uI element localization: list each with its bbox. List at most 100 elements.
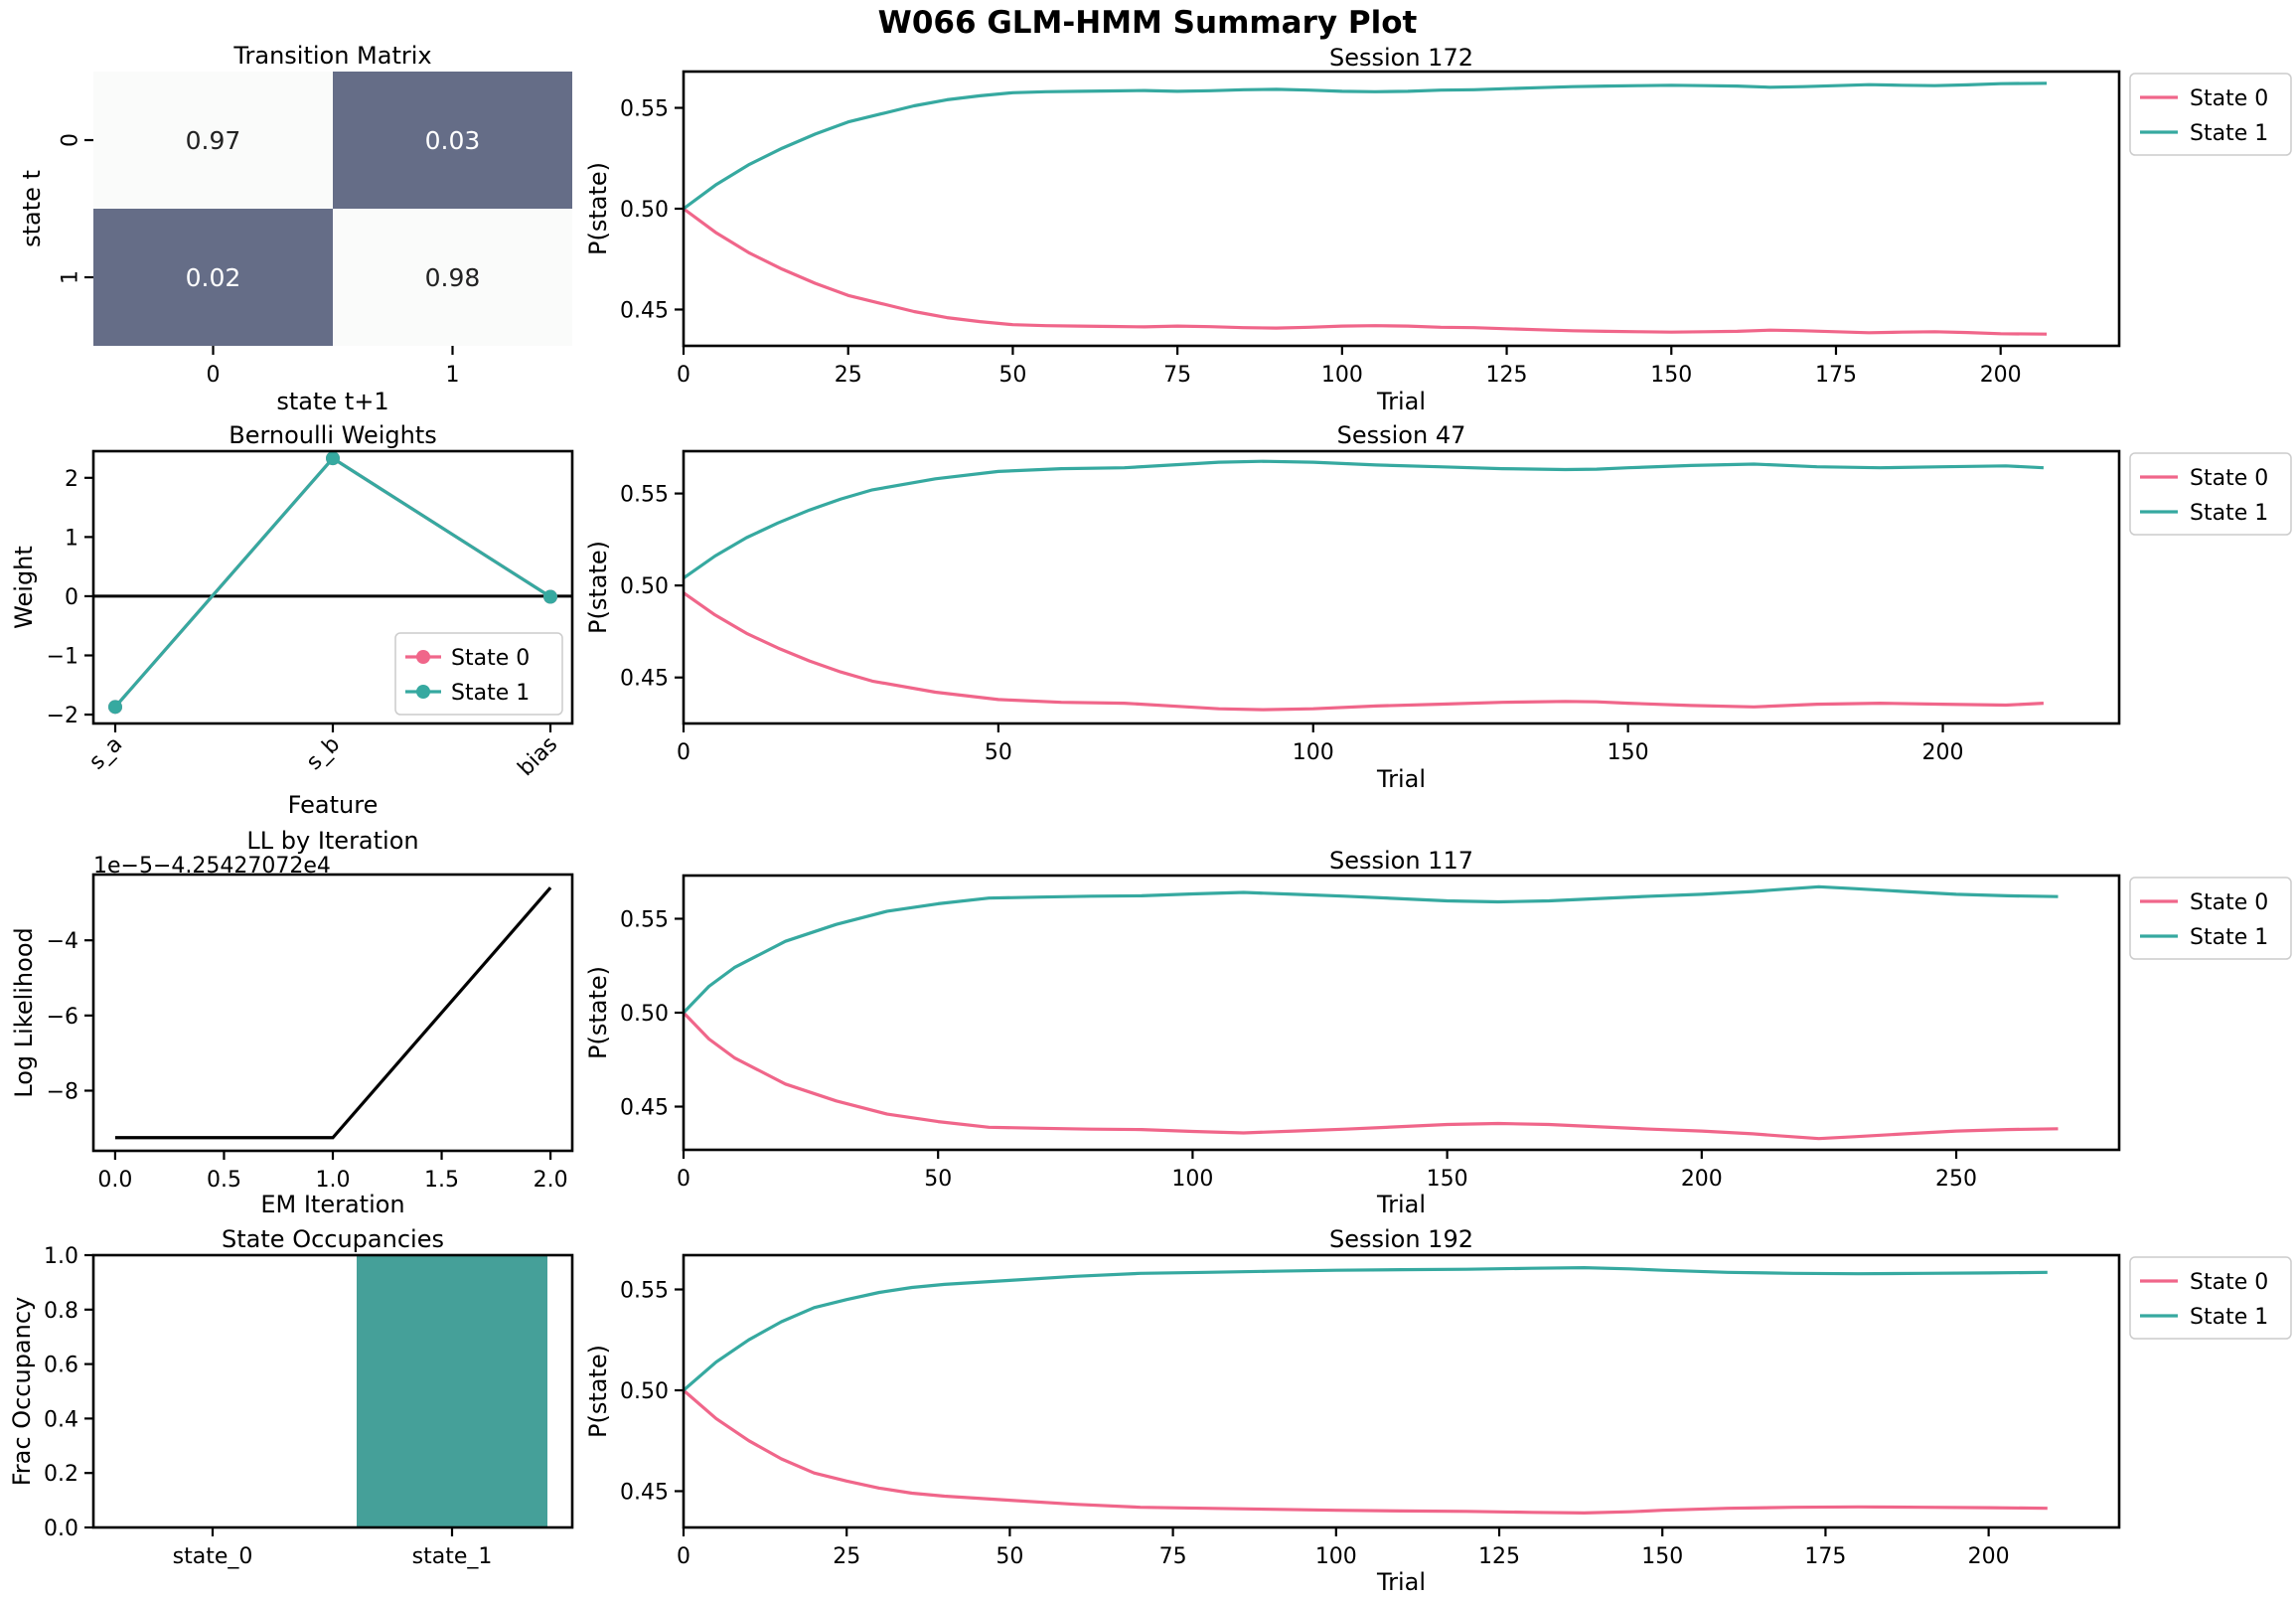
x-tick-label: state_0 bbox=[173, 1544, 253, 1569]
y-axis-label: P(state) bbox=[584, 1345, 612, 1438]
x-tick-label: 150 bbox=[1650, 363, 1692, 388]
x-tick-label: 200 bbox=[1681, 1167, 1723, 1192]
x-tick-label: state_1 bbox=[412, 1544, 493, 1569]
y-tick-label: 0.45 bbox=[620, 1096, 669, 1121]
legend-frame bbox=[2129, 452, 2292, 536]
x-tick-label: bias bbox=[514, 732, 563, 782]
y-tick-label: 0.50 bbox=[620, 574, 669, 599]
weight-point bbox=[326, 451, 340, 466]
x-axis-label: EM Iteration bbox=[260, 1191, 404, 1218]
chart-title: LL by Iteration bbox=[246, 827, 418, 855]
legend-label: State 0 bbox=[2190, 86, 2268, 111]
state-1-line bbox=[683, 459, 2044, 580]
chart-title: Transition Matrix bbox=[232, 42, 431, 70]
axes-frame bbox=[91, 1253, 574, 1529]
y-axis-label: Log Likelihood bbox=[10, 927, 38, 1098]
session-117-chart: 0 50 100 150 200 250 0.45 0.50 0.55 Session 117 Tr… bbox=[584, 847, 2292, 1218]
y-axis-label: Weight bbox=[10, 546, 38, 629]
chart-title: Bernoulli Weights bbox=[229, 421, 437, 449]
y-tick-label: 0.45 bbox=[620, 1480, 669, 1505]
heatmap-cell-value: 0.03 bbox=[425, 126, 481, 155]
y-tick-label: 2 bbox=[65, 467, 78, 492]
weight-point bbox=[543, 589, 557, 604]
x-tick-label: 100 bbox=[1315, 1544, 1357, 1569]
session-172-chart: 0 25 50 75 100 125 150 175 200 0.45 0.50 0.55 Sessio… bbox=[584, 44, 2292, 415]
x-tick-label: 2.0 bbox=[534, 1168, 568, 1193]
heatmap-cell-value: 0.02 bbox=[186, 263, 241, 292]
y-tick-label: −1 bbox=[47, 645, 78, 670]
legend-label: State 0 bbox=[2190, 1270, 2268, 1295]
state-1-line bbox=[682, 884, 2059, 1015]
x-axis-label: Trial bbox=[1376, 388, 1426, 415]
x-tick-label: s_b bbox=[302, 732, 345, 775]
y-tick-label: 0.50 bbox=[620, 198, 669, 223]
state-1-line bbox=[682, 1265, 2048, 1392]
y-tick-label: 1.0 bbox=[44, 1244, 78, 1269]
state-0-line bbox=[682, 1388, 2048, 1516]
occupancy-bar bbox=[357, 1255, 547, 1527]
y-axis-label: P(state) bbox=[584, 162, 612, 255]
chart-title: Session 192 bbox=[1329, 1225, 1473, 1253]
heatmap-cell bbox=[93, 72, 333, 209]
y-tick-label: 0.2 bbox=[44, 1462, 78, 1487]
x-tick-label: 1 bbox=[446, 363, 460, 388]
x-tick-label: 75 bbox=[1163, 363, 1191, 388]
x-tick-label: 25 bbox=[833, 1544, 860, 1569]
x-tick-label: 250 bbox=[1935, 1167, 1977, 1192]
bernoulli-weights-chart: −2 −1 0 1 2 s_a s_b bias Bernoulli Weights Featur… bbox=[10, 421, 574, 819]
y-tick-label: 0.0 bbox=[44, 1517, 78, 1541]
y-tick-label: −4 bbox=[47, 929, 78, 954]
legend-label: State 1 bbox=[2190, 501, 2268, 526]
chart-title: Session 47 bbox=[1337, 421, 1466, 449]
x-tick-label: 150 bbox=[1607, 740, 1649, 765]
weight-point bbox=[108, 700, 122, 715]
x-tick-label: 200 bbox=[1922, 740, 1964, 765]
x-tick-label: 150 bbox=[1641, 1544, 1683, 1569]
state-1-line bbox=[683, 81, 2048, 211]
x-tick-label: 0.5 bbox=[207, 1168, 241, 1193]
legend-label: State 1 bbox=[2190, 925, 2268, 950]
x-tick-label: 75 bbox=[1159, 1544, 1187, 1569]
state-0-line bbox=[683, 591, 2044, 712]
axes-frame bbox=[682, 70, 2121, 348]
ll-line bbox=[114, 886, 552, 1140]
x-tick-label: 0 bbox=[677, 740, 690, 765]
x-axis-label: Trial bbox=[1376, 1568, 1426, 1596]
x-tick-label: 100 bbox=[1293, 740, 1334, 765]
x-tick-label: 0.0 bbox=[97, 1168, 132, 1193]
y-tick-label: 0.55 bbox=[620, 97, 669, 122]
legend-label: State 1 bbox=[2190, 121, 2268, 146]
axes-frame bbox=[682, 449, 2121, 725]
x-tick-label: 175 bbox=[1815, 363, 1857, 388]
heatmap-cell-value: 0.97 bbox=[186, 126, 241, 155]
y-tick-label: −8 bbox=[47, 1079, 78, 1104]
y-tick-label: 0.45 bbox=[620, 298, 669, 323]
x-axis-label: Feature bbox=[288, 791, 379, 819]
transition-matrix-heatmap: 0.97 0.03 0.02 0.98 Transition Matrix 0 1 0 1 sta… bbox=[18, 42, 572, 415]
x-tick-label: 50 bbox=[924, 1167, 952, 1192]
x-tick-label: 0 bbox=[677, 1167, 690, 1192]
legend-label: State 1 bbox=[451, 681, 530, 706]
x-tick-label: 1.0 bbox=[316, 1168, 351, 1193]
x-axis-label: Trial bbox=[1376, 765, 1426, 793]
x-tick-label: 100 bbox=[1171, 1167, 1213, 1192]
x-tick-label: 0 bbox=[677, 363, 690, 388]
y-tick-label: 0.55 bbox=[620, 907, 669, 932]
ll-by-iteration-chart: 0.0 0.5 1.0 1.5 2.0 −8 −6 −4 LL by Iteration1e−5… bbox=[10, 827, 574, 1218]
y-tick-label: 0.6 bbox=[44, 1354, 78, 1378]
x-tick-label: 50 bbox=[985, 740, 1012, 765]
x-tick-label: 125 bbox=[1478, 1544, 1520, 1569]
legend-marker bbox=[416, 650, 430, 664]
heatmap-cell bbox=[333, 209, 572, 346]
y-axis-label: P(state) bbox=[584, 966, 612, 1059]
y-axis-label: Frac Occupancy bbox=[8, 1297, 36, 1487]
y-tick-label: 0.55 bbox=[620, 1279, 669, 1304]
x-tick-label: 0 bbox=[207, 363, 221, 388]
axes-frame bbox=[91, 873, 574, 1153]
axes-frame bbox=[682, 874, 2121, 1152]
legend-label: State 0 bbox=[2190, 466, 2268, 491]
x-tick-label: 200 bbox=[1968, 1544, 2010, 1569]
chart-title: State Occupancies bbox=[222, 1225, 444, 1253]
legend-marker bbox=[416, 685, 430, 699]
